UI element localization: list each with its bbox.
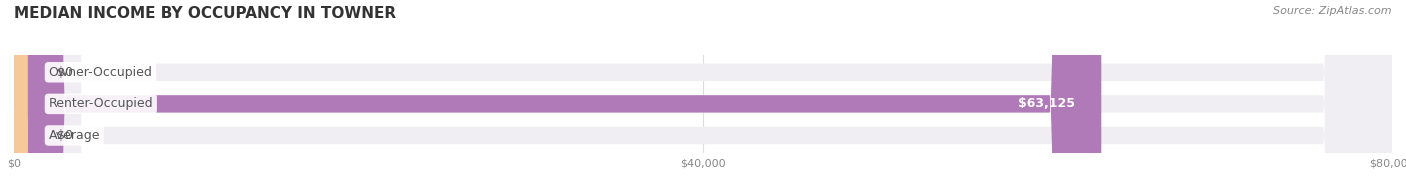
- FancyBboxPatch shape: [14, 0, 1392, 196]
- Text: $0: $0: [58, 66, 73, 79]
- Text: Average: Average: [48, 129, 100, 142]
- FancyBboxPatch shape: [14, 0, 28, 196]
- FancyBboxPatch shape: [14, 0, 1392, 196]
- Text: Owner-Occupied: Owner-Occupied: [48, 66, 152, 79]
- Text: $63,125: $63,125: [1018, 97, 1076, 110]
- Text: $0: $0: [58, 129, 73, 142]
- FancyBboxPatch shape: [14, 0, 28, 196]
- FancyBboxPatch shape: [14, 0, 1392, 196]
- FancyBboxPatch shape: [14, 0, 1101, 196]
- Text: Source: ZipAtlas.com: Source: ZipAtlas.com: [1274, 6, 1392, 16]
- Text: MEDIAN INCOME BY OCCUPANCY IN TOWNER: MEDIAN INCOME BY OCCUPANCY IN TOWNER: [14, 6, 396, 21]
- Text: Renter-Occupied: Renter-Occupied: [48, 97, 153, 110]
